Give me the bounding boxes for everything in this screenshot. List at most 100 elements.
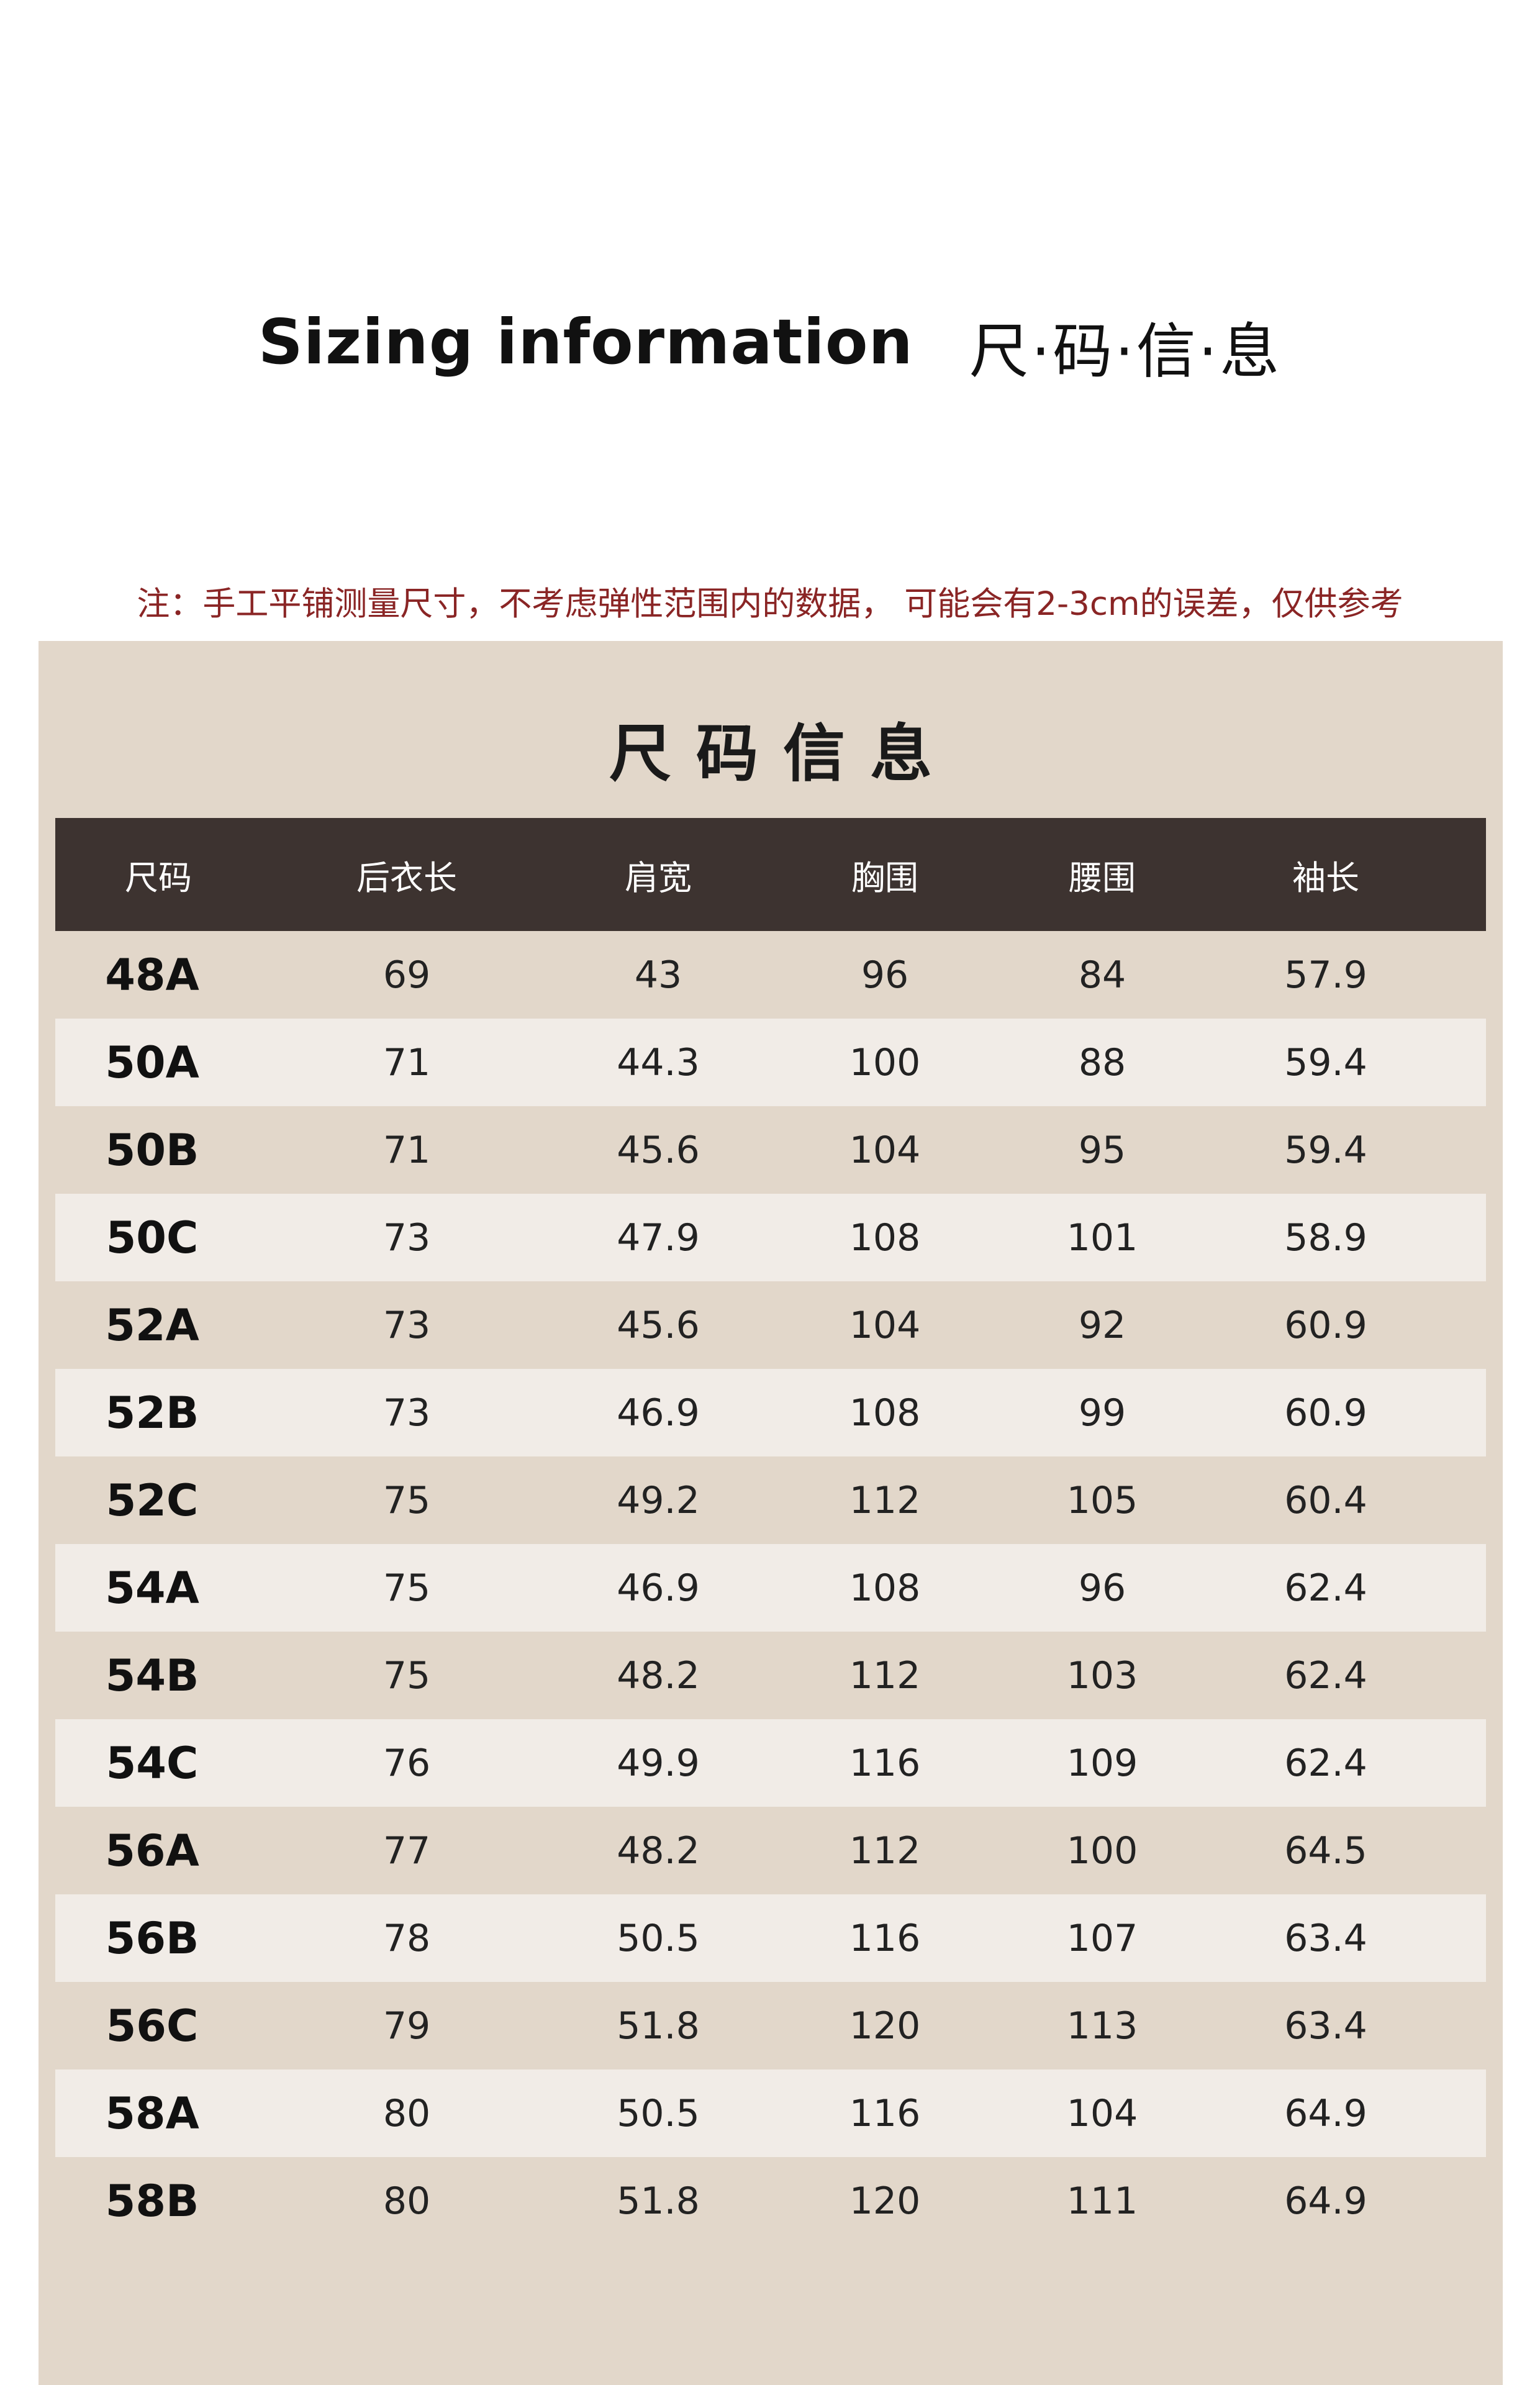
size-label-cell: 54B (105, 1650, 199, 1701)
measurement-cell: 43 (634, 953, 682, 997)
measurement-cell: 77 (383, 1828, 431, 1873)
size-label-cell: 52C (106, 1474, 199, 1526)
size-label-cell: 52A (105, 1299, 199, 1351)
measurement-cell: 63.4 (1284, 1916, 1367, 1960)
size-chart-title: 尺码信息 (609, 717, 957, 790)
page-title-chinese: 尺·码·信·息 (969, 316, 1282, 386)
table-row: 58B 80 51.8 120 111 64.9 (55, 2157, 1486, 2245)
table-row: 52A 73 45.6 104 92 60.9 (55, 1281, 1486, 1369)
measurement-cell: 59.4 (1284, 1040, 1367, 1084)
measurement-cell: 49.9 (617, 1741, 700, 1785)
measurement-cell: 60.9 (1284, 1391, 1367, 1435)
measurement-cell: 73 (383, 1391, 431, 1435)
measurement-cell: 113 (1066, 2004, 1138, 2048)
table-row: 50C 73 47.9 108 101 58.9 (55, 1194, 1486, 1281)
table-row: 56B 78 50.5 116 107 63.4 (55, 1894, 1486, 1982)
measurement-cell: 116 (849, 1916, 921, 1960)
measurement-cell: 48.2 (617, 1653, 700, 1697)
measurement-cell: 105 (1066, 1478, 1138, 1522)
measurement-cell: 76 (383, 1741, 431, 1785)
measurement-cell: 75 (383, 1653, 431, 1697)
measurement-cell: 99 (1078, 1391, 1126, 1435)
measurement-cell: 104 (849, 1303, 921, 1347)
measurement-cell: 50.5 (617, 1916, 700, 1960)
measurement-cell: 46.9 (617, 1566, 700, 1610)
measurement-cell: 100 (849, 1040, 921, 1084)
table-row: 48A 69 43 96 84 57.9 (55, 931, 1486, 1019)
measurement-cell: 103 (1066, 1653, 1138, 1697)
column-header: 肩宽 (625, 858, 692, 897)
size-label-cell: 50A (105, 1037, 199, 1088)
measurement-cell: 116 (849, 2091, 921, 2135)
table-row: 56C 79 51.8 120 113 63.4 (55, 1982, 1486, 2069)
measurement-cell: 116 (849, 1741, 921, 1785)
column-header: 袖长 (1292, 858, 1359, 897)
measurement-note: 注：手工平铺测量尺寸，不考虑弹性范围内的数据， 可能会有2-3cm的误差，仅供参… (137, 585, 1403, 623)
table-row: 58A 80 50.5 116 104 64.9 (55, 2069, 1486, 2157)
measurement-cell: 51.8 (617, 2179, 700, 2223)
measurement-cell: 120 (849, 2004, 921, 2048)
measurement-cell: 80 (383, 2091, 431, 2135)
measurement-cell: 64.5 (1284, 1828, 1367, 1873)
size-label-cell: 54C (106, 1737, 199, 1789)
table-row: 50A 71 44.3 100 88 59.4 (55, 1019, 1486, 1106)
measurement-cell: 88 (1078, 1040, 1126, 1084)
measurement-cell: 92 (1078, 1303, 1126, 1347)
column-header: 胸围 (851, 858, 918, 897)
measurement-cell: 112 (849, 1653, 921, 1697)
measurement-cell: 95 (1078, 1128, 1126, 1172)
size-chart-panel: 尺码信息 尺码 后衣长 肩宽 胸围 腰围 袖长 48A 69 43 96 84 57.9 50A 71 4… (38, 641, 1503, 2385)
measurement-cell: 59.4 (1284, 1128, 1367, 1172)
measurement-cell: 75 (383, 1566, 431, 1610)
measurement-cell: 96 (1078, 1566, 1126, 1610)
measurement-cell: 96 (861, 953, 909, 997)
measurement-cell: 112 (849, 1828, 921, 1873)
table-row: 54C 76 49.9 116 109 62.4 (55, 1719, 1486, 1807)
measurement-cell: 64.9 (1284, 2091, 1367, 2135)
measurement-cell: 58.9 (1284, 1215, 1367, 1260)
measurement-cell: 112 (849, 1478, 921, 1522)
size-label-cell: 56A (105, 1825, 199, 1876)
table-row: 50B 71 45.6 104 95 59.4 (55, 1106, 1486, 1194)
measurement-cell: 84 (1078, 953, 1126, 997)
measurement-cell: 62.4 (1284, 1653, 1367, 1697)
measurement-cell: 63.4 (1284, 2004, 1367, 2048)
measurement-cell: 62.4 (1284, 1566, 1367, 1610)
size-label-cell: 58A (105, 2087, 199, 2139)
column-header: 尺码 (125, 858, 192, 897)
measurement-cell: 46.9 (617, 1391, 700, 1435)
measurement-cell: 51.8 (617, 2004, 700, 2048)
page-title-english: Sizing information (258, 305, 913, 378)
table-row: 54A 75 46.9 108 96 62.4 (55, 1544, 1486, 1632)
size-label-cell: 56B (105, 1912, 199, 1964)
column-header: 腰围 (1069, 858, 1136, 897)
measurement-cell: 62.4 (1284, 1741, 1367, 1785)
measurement-cell: 73 (383, 1215, 431, 1260)
measurement-cell: 101 (1066, 1215, 1138, 1260)
measurement-cell: 45.6 (617, 1303, 700, 1347)
measurement-cell: 79 (383, 2004, 431, 2048)
measurement-cell: 50.5 (617, 2091, 700, 2135)
size-label-cell: 52B (105, 1387, 199, 1438)
measurement-cell: 111 (1066, 2179, 1138, 2223)
column-header: 后衣长 (356, 858, 457, 897)
measurement-cell: 108 (849, 1391, 921, 1435)
measurement-cell: 104 (1066, 2091, 1138, 2135)
measurement-cell: 108 (849, 1215, 921, 1260)
measurement-cell: 45.6 (617, 1128, 700, 1172)
measurement-cell: 109 (1066, 1741, 1138, 1785)
measurement-cell: 71 (383, 1128, 431, 1172)
table-row: 52B 73 46.9 108 99 60.9 (55, 1369, 1486, 1456)
size-label-cell: 48A (105, 949, 199, 1001)
size-label-cell: 50C (106, 1212, 199, 1263)
measurement-cell: 100 (1066, 1828, 1138, 1873)
size-label-cell: 56C (106, 2000, 199, 2051)
measurement-cell: 108 (849, 1566, 921, 1610)
table-row: 52C 75 49.2 112 105 60.4 (55, 1456, 1486, 1544)
measurement-cell: 104 (849, 1128, 921, 1172)
size-label-cell: 54A (105, 1562, 199, 1614)
measurement-cell: 64.9 (1284, 2179, 1367, 2223)
table-header: 尺码 后衣长 肩宽 胸围 腰围 袖长 (55, 818, 1486, 931)
measurement-cell: 60.9 (1284, 1303, 1367, 1347)
page-title-row: Sizing information 尺·码·信·息 (0, 292, 1540, 391)
